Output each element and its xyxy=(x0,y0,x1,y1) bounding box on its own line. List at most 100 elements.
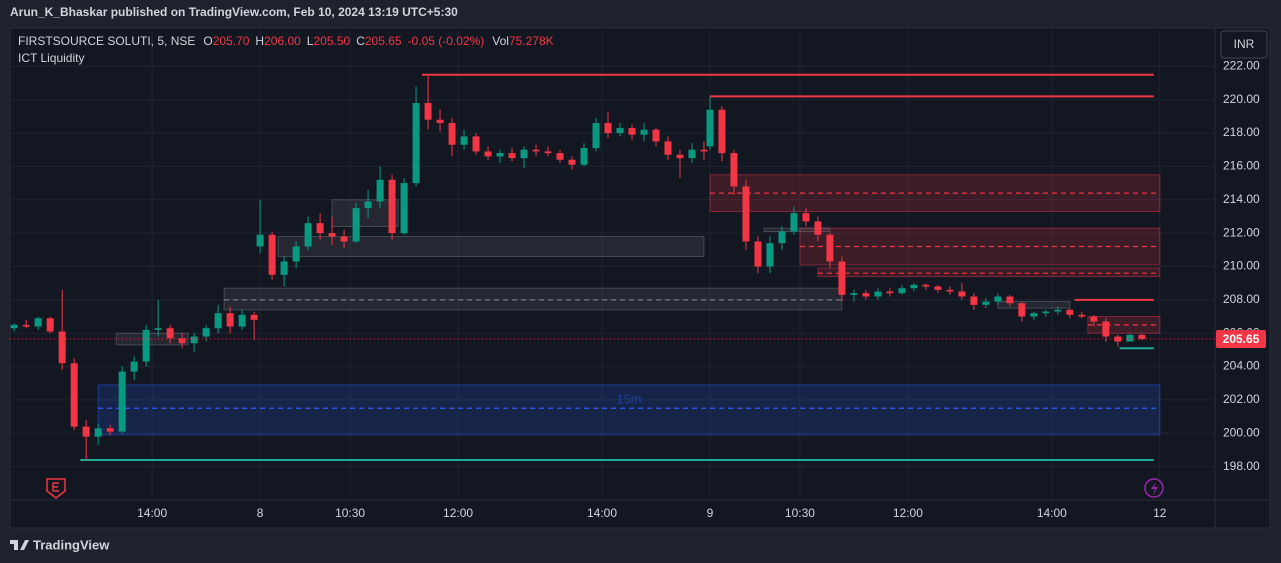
candle-body xyxy=(460,136,468,145)
candle-body xyxy=(412,103,420,184)
candle-body xyxy=(508,153,516,159)
candle-body xyxy=(718,109,726,154)
legend-item: FIRSTSOURCE SOLUTI, 5, NSE xyxy=(18,34,195,48)
candle-body xyxy=(10,324,18,329)
candle-body xyxy=(700,149,708,152)
liquidity-zone xyxy=(97,384,1161,436)
candle-body xyxy=(1054,309,1062,312)
liquidity-zone xyxy=(223,287,843,311)
candle-body xyxy=(898,288,906,294)
candle-body xyxy=(472,136,480,152)
y-tick-label: 218.00 xyxy=(1223,125,1260,139)
candle-body xyxy=(1006,296,1014,304)
candle-body xyxy=(946,289,954,292)
candle-body xyxy=(970,296,978,305)
brand-logo[interactable] xyxy=(10,540,29,550)
candle-body xyxy=(94,428,102,437)
candle-body xyxy=(58,331,66,364)
x-tick-label: 12 xyxy=(1153,506,1167,520)
legend-item: 206.00 xyxy=(264,34,301,48)
candle-body xyxy=(436,119,444,124)
candle-body xyxy=(268,234,276,275)
logo-mark[interactable] xyxy=(10,540,29,550)
candle-body xyxy=(1078,314,1086,317)
byline: Arun_K_Bhaskar published on TradingView.… xyxy=(10,5,458,19)
liquidity-zone xyxy=(817,267,1161,278)
earnings-icon[interactable] xyxy=(46,478,66,499)
candle-body xyxy=(388,179,396,234)
candle-body xyxy=(688,149,696,159)
plot-area: 15m xyxy=(10,28,1215,500)
candle-body xyxy=(628,128,636,135)
candle-body xyxy=(46,318,54,332)
candle-body xyxy=(166,328,174,339)
candle-body xyxy=(814,221,822,235)
currency-label[interactable]: INR xyxy=(1234,37,1255,51)
liquidity-zone xyxy=(277,235,705,257)
candle-body xyxy=(190,336,198,344)
candle-body xyxy=(106,428,114,432)
indicator-name: ICT Liquidity xyxy=(18,51,84,65)
candle-body xyxy=(226,313,234,327)
liquidity-zone xyxy=(115,332,189,346)
candle-body xyxy=(778,231,786,244)
candle-body xyxy=(364,201,372,209)
candle-body xyxy=(862,293,870,297)
candle-body xyxy=(982,301,990,305)
candle-body xyxy=(424,103,432,120)
candle-body xyxy=(766,243,774,267)
legend-item: 205.70 xyxy=(213,34,250,48)
candle-body xyxy=(280,261,288,275)
currency-button[interactable] xyxy=(1220,30,1268,59)
candle-body xyxy=(448,123,456,145)
candle-body xyxy=(1114,336,1122,342)
candle-body xyxy=(496,153,504,157)
chart-pane xyxy=(9,27,1271,529)
brand-name[interactable]: TradingView xyxy=(33,537,110,552)
candle-body xyxy=(544,151,552,154)
candle-body xyxy=(580,148,588,165)
candle-body xyxy=(790,213,798,232)
earnings-shape[interactable] xyxy=(46,478,66,499)
candle-body xyxy=(826,234,834,262)
x-tick-label: 14:00 xyxy=(587,506,617,520)
legend-item: 205.65 xyxy=(365,34,402,48)
legend-item: H xyxy=(255,34,264,48)
candle-body xyxy=(604,123,612,134)
event-bolt[interactable] xyxy=(1151,482,1158,495)
candle-body xyxy=(1042,311,1050,314)
y-tick-label: 222.00 xyxy=(1223,59,1260,73)
candle-body xyxy=(214,313,222,329)
candle-body xyxy=(250,314,258,320)
candle-body xyxy=(154,328,162,330)
candle-body xyxy=(1138,334,1146,340)
candle-body xyxy=(556,153,564,160)
candle-body xyxy=(640,129,648,135)
candle-body xyxy=(118,371,126,432)
candle-body xyxy=(520,149,528,159)
event-icon[interactable] xyxy=(1144,478,1164,498)
y-tick-label: 212.00 xyxy=(1223,225,1260,239)
legend-item: -0.05 (-0.02%) xyxy=(408,34,485,48)
earnings-glyph[interactable] xyxy=(52,482,59,492)
candle-body xyxy=(886,291,894,294)
x-tick-label: 14:00 xyxy=(1037,506,1067,520)
candle-body xyxy=(958,291,966,297)
candle-body xyxy=(130,361,138,372)
candle-body xyxy=(754,241,762,267)
candle-body xyxy=(994,296,1002,302)
candle-body xyxy=(376,179,384,202)
legend-item: 205.50 xyxy=(313,34,350,48)
candle-body xyxy=(652,129,660,142)
candle-body xyxy=(1102,321,1110,337)
x-tick-label: 12:00 xyxy=(893,506,923,520)
x-tick-label: 10:30 xyxy=(785,506,815,520)
candle-body xyxy=(910,284,918,289)
event-circle[interactable] xyxy=(1144,478,1164,498)
legend-item: L xyxy=(307,34,314,48)
candle-body xyxy=(202,328,210,337)
x-tick-label: 9 xyxy=(707,506,714,520)
candle-body xyxy=(676,154,684,159)
candle-body xyxy=(838,261,846,295)
